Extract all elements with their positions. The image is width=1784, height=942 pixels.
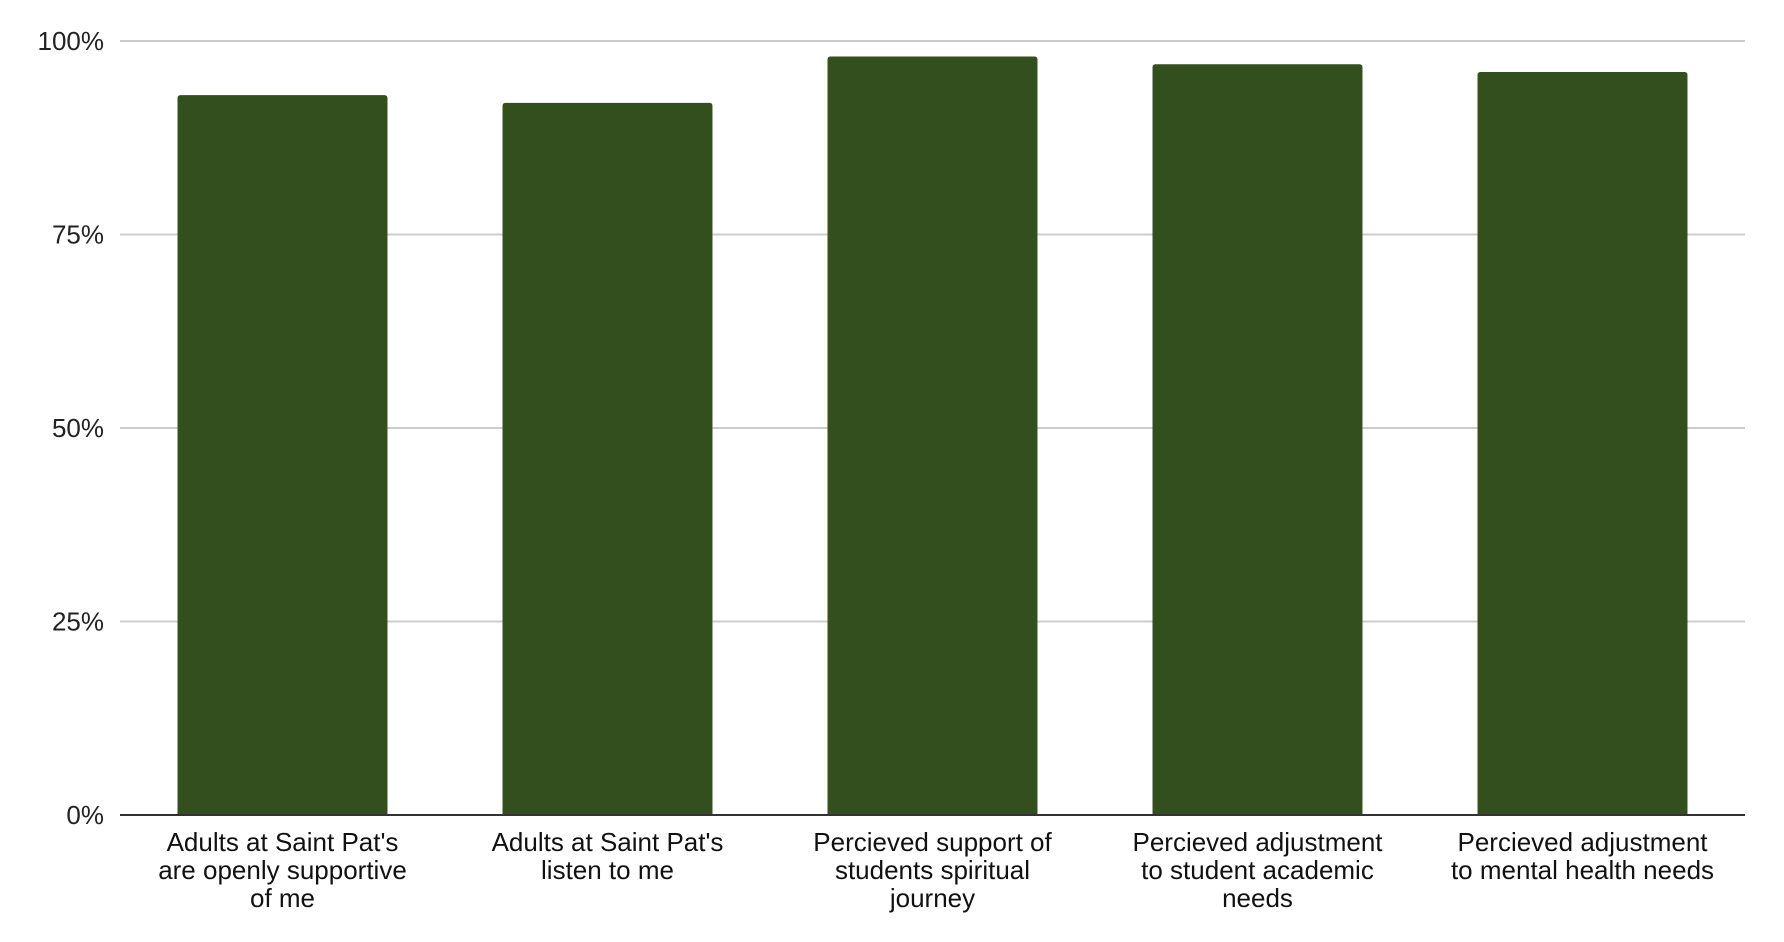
bar bbox=[502, 102, 713, 816]
x-axis-category-labels: Adults at Saint Pat's are openly supporti… bbox=[158, 827, 1714, 913]
x-category-label-line: Percieved adjustment bbox=[1457, 827, 1708, 857]
x-category-label: Percieved adjustment to student academic n… bbox=[1132, 827, 1383, 913]
y-tick-label: 100% bbox=[38, 26, 105, 56]
x-category-label-line: to mental health needs bbox=[1451, 855, 1714, 885]
bar bbox=[1477, 71, 1688, 815]
y-axis-tick-labels: 0% 25% 50% 75% 100% bbox=[38, 26, 105, 830]
bars bbox=[177, 56, 1688, 816]
x-category-label-line: Adults at Saint Pat's bbox=[492, 827, 724, 857]
x-category-label-line: of me bbox=[250, 883, 315, 913]
x-category-label: Percieved support of students spiritual jo… bbox=[813, 827, 1052, 913]
bar bbox=[827, 56, 1038, 816]
x-category-label-line: to student academic bbox=[1141, 855, 1374, 885]
bar bbox=[1152, 64, 1363, 816]
x-category-label-line: Percieved adjustment bbox=[1132, 827, 1383, 857]
x-category-label-line: Adults at Saint Pat's bbox=[167, 827, 399, 857]
y-tick-label: 50% bbox=[52, 413, 104, 443]
x-category-label-line: journey bbox=[889, 883, 975, 913]
x-category-label: Adults at Saint Pat's listen to me bbox=[492, 827, 724, 885]
y-tick-label: 25% bbox=[52, 607, 104, 637]
x-category-label: Adults at Saint Pat's are openly supporti… bbox=[158, 827, 407, 913]
y-tick-label: 75% bbox=[52, 220, 104, 250]
x-category-label-line: listen to me bbox=[541, 855, 674, 885]
x-category-label: Percieved adjustment to mental health nee… bbox=[1451, 827, 1714, 885]
y-tick-label: 0% bbox=[66, 800, 104, 830]
x-category-label-line: needs bbox=[1222, 883, 1293, 913]
x-category-label-line: are openly supportive bbox=[158, 855, 407, 885]
bar bbox=[177, 95, 388, 816]
x-category-label-line: Percieved support of bbox=[813, 827, 1052, 857]
x-category-label-line: students spiritual bbox=[835, 855, 1030, 885]
